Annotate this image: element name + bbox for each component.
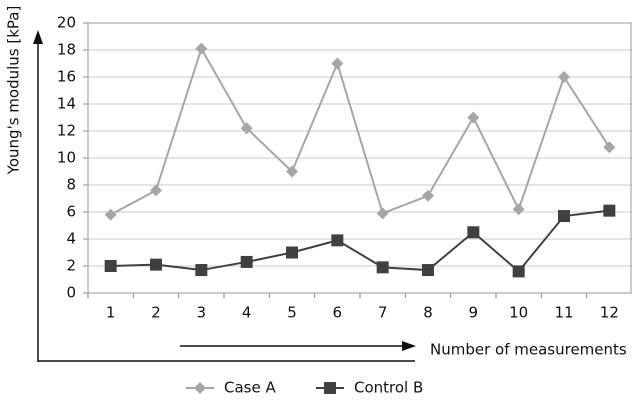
data-point xyxy=(150,184,162,197)
series-line xyxy=(110,46,611,216)
data-point xyxy=(286,165,298,178)
x-tick-label: 12 xyxy=(600,304,619,322)
x-tick-label: 2 xyxy=(151,304,161,322)
x-axis-label: Number of measurements xyxy=(430,341,627,359)
x-tick-label: 3 xyxy=(197,304,207,322)
data-point xyxy=(603,204,616,217)
data-point xyxy=(376,207,389,220)
y-tick-label: 20 xyxy=(57,14,76,32)
x-tick-label: 5 xyxy=(287,304,297,322)
data-point xyxy=(422,189,434,202)
x-tick-label: 9 xyxy=(469,304,479,322)
legend-label: Case A xyxy=(224,379,276,397)
y-tick-label: 12 xyxy=(57,122,76,140)
legend-marker xyxy=(194,382,206,394)
data-point xyxy=(195,264,208,277)
legend-label: Control B xyxy=(354,379,423,397)
data-point xyxy=(422,264,434,277)
x-tick-label: 4 xyxy=(242,304,252,322)
data-point xyxy=(104,208,117,221)
data-point xyxy=(331,57,344,70)
x-tick-label: 11 xyxy=(554,304,573,322)
y-tick-label: 10 xyxy=(57,149,76,167)
data-point xyxy=(512,265,525,278)
y-tick-label: 16 xyxy=(57,68,76,86)
data-point xyxy=(512,203,525,216)
data-point xyxy=(150,258,162,271)
y-tick-label: 14 xyxy=(57,95,76,113)
x-tick-label: 1 xyxy=(106,304,116,322)
x-tick-label: 8 xyxy=(423,304,433,322)
data-point xyxy=(558,71,570,83)
data-point xyxy=(240,122,253,135)
x-tick-label: 6 xyxy=(333,304,343,322)
data-point xyxy=(467,111,480,124)
data-point xyxy=(558,210,570,223)
series-line xyxy=(110,209,610,273)
x-arrow-head xyxy=(402,341,416,351)
y-tick-label: 8 xyxy=(66,176,76,194)
data-point xyxy=(603,141,616,154)
y-axis-label: Young's modulus [kPa] xyxy=(5,6,23,176)
x-tick-label: 7 xyxy=(378,304,388,322)
y-tick-label: 18 xyxy=(57,41,76,59)
legend-marker xyxy=(324,382,336,394)
y-tick-label: 0 xyxy=(66,284,76,302)
data-point xyxy=(467,226,480,239)
data-point xyxy=(286,246,298,259)
y-tick-label: 2 xyxy=(66,257,76,275)
data-point xyxy=(331,234,344,247)
y-tick-label: 6 xyxy=(66,203,76,221)
x-tick-label: 10 xyxy=(509,304,528,322)
data-point xyxy=(240,255,253,268)
data-point xyxy=(195,42,208,55)
data-point xyxy=(376,261,389,274)
y-arrow-head xyxy=(33,30,43,44)
y-tick-label: 4 xyxy=(66,230,76,248)
data-point xyxy=(104,260,117,272)
